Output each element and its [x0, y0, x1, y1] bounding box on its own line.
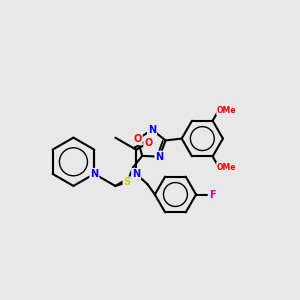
Text: OMe: OMe — [217, 106, 236, 115]
Text: S: S — [124, 177, 131, 188]
Text: F: F — [208, 190, 215, 200]
Text: O: O — [144, 138, 152, 148]
Text: N: N — [132, 169, 140, 179]
Text: N: N — [90, 169, 98, 179]
Text: OMe: OMe — [217, 163, 236, 172]
Text: N: N — [155, 152, 164, 162]
Text: O: O — [134, 134, 142, 144]
Text: N: N — [148, 125, 156, 135]
